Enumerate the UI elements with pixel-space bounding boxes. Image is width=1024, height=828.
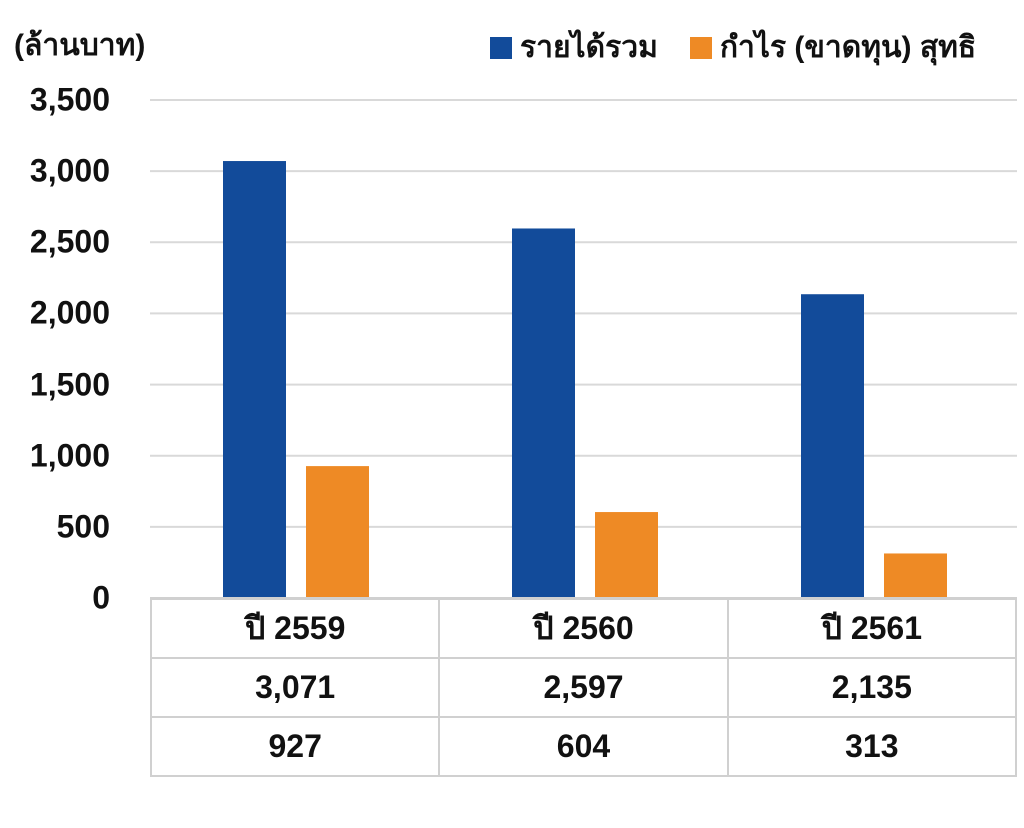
bar-profit-2	[884, 553, 947, 598]
bar-revenue-1	[512, 228, 575, 598]
table-row-years: ปี 2559 ปี 2560 ปี 2561	[149, 598, 1018, 659]
legend-swatch-revenue	[490, 36, 512, 59]
data-table: ปี 2559 ปี 2560 ปี 2561 3,071 2,597 2,13…	[149, 598, 1018, 777]
legend-item-revenue: รายได้รวม	[490, 24, 658, 71]
y-tick-label: 500	[56, 508, 110, 545]
y-tick-label: 1,500	[29, 366, 110, 403]
table-cell: 604	[438, 716, 729, 777]
legend-swatch-profit	[689, 36, 712, 59]
bar-revenue-2	[801, 294, 864, 598]
y-tick-label: 0	[92, 579, 110, 616]
y-tick-label: 3,500	[29, 81, 110, 118]
table-cell: 313	[726, 716, 1018, 777]
table-cell: 2,597	[438, 657, 729, 718]
unit-label: (ล้านบาท)	[14, 29, 146, 62]
y-tick-label: 2,000	[29, 294, 110, 331]
table-row-revenue: 3,071 2,597 2,135	[149, 657, 1018, 718]
legend-label-revenue: รายได้รวม	[520, 31, 658, 64]
bar-revenue-0	[223, 161, 286, 598]
table-cell: ปี 2560	[438, 598, 729, 659]
table-cell: 2,135	[726, 657, 1018, 718]
y-tick-label: 2,500	[29, 223, 110, 260]
table-row-profit: 927 604 313	[149, 716, 1018, 777]
legend: รายได้รวม กำไร (ขาดทุน) สุทธิ	[490, 24, 1008, 71]
legend-item-profit: กำไร (ขาดทุน) สุทธิ	[689, 24, 977, 71]
table-cell: ปี 2561	[726, 598, 1018, 659]
bar-profit-0	[306, 466, 369, 598]
bar-profit-1	[595, 512, 658, 598]
table-cell: 927	[149, 716, 441, 777]
legend-label-profit: กำไร (ขาดทุน) สุทธิ	[719, 31, 977, 64]
table-cell: ปี 2559	[149, 598, 441, 659]
y-tick-label: 1,000	[29, 437, 110, 474]
table-cell: 3,071	[149, 657, 441, 718]
y-tick-label: 3,000	[29, 152, 110, 189]
